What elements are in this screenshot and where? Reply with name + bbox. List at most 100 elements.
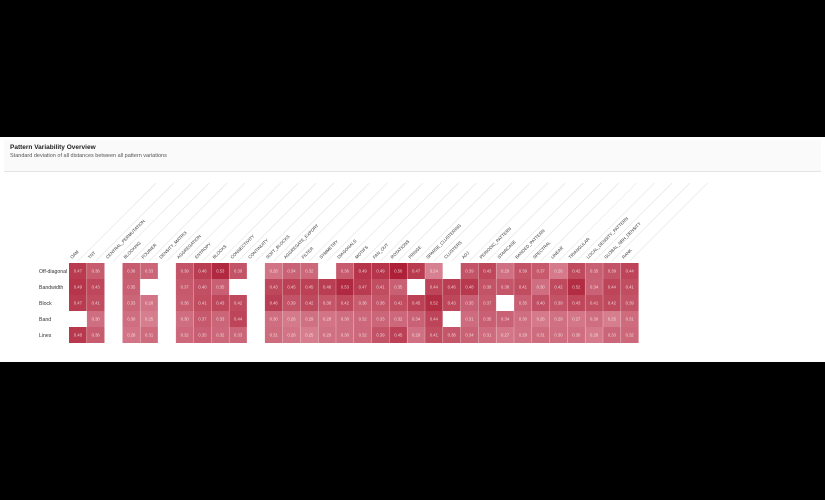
heatmap-cell xyxy=(86,295,105,311)
cell-value-label: 0.28 xyxy=(287,333,296,338)
column-label: TNT xyxy=(87,250,97,260)
column-guide-line xyxy=(611,182,691,262)
heatmap-cell xyxy=(425,311,443,327)
cell-value-label: 0.49 xyxy=(376,269,385,274)
heatmap-cell xyxy=(336,263,354,279)
column-label: ENTROPY xyxy=(194,241,212,259)
heatmap-cell xyxy=(300,279,319,295)
heatmap-cell xyxy=(371,311,390,327)
cell-value-label: 0.42 xyxy=(341,301,350,306)
cell-value-label: 0.35 xyxy=(483,317,492,322)
cell-value-label: 0.46 xyxy=(448,285,457,290)
column-guide-line xyxy=(131,182,210,262)
cell-value-label: 0.46 xyxy=(198,269,207,274)
heatmap-cell xyxy=(496,263,514,279)
heatmap-cell xyxy=(229,263,247,279)
heatmap-cell xyxy=(175,263,194,279)
cell-value-label: 0.32 xyxy=(216,333,225,338)
page-title: Pattern Variability Overview xyxy=(10,144,96,151)
heatmap-cell xyxy=(282,279,301,295)
column-guide-line xyxy=(469,182,548,262)
cell-value-label: 0.53 xyxy=(341,285,350,290)
cell-value-label: 0.33 xyxy=(608,333,617,338)
cell-value-label: 0.45 xyxy=(305,285,314,290)
heatmap-cell xyxy=(140,295,158,311)
cell-value-label: 0.29 xyxy=(519,333,528,338)
heatmap-cell xyxy=(407,295,425,311)
heatmap-cell xyxy=(300,311,319,327)
heatmap-cell xyxy=(69,263,87,279)
column-label: BLOCKS xyxy=(212,244,228,260)
heatmap-cell xyxy=(282,311,301,327)
cell-value-label: 0.35 xyxy=(127,285,136,290)
heatmap-cell xyxy=(264,295,283,311)
heatmap-cell xyxy=(229,327,247,343)
heatmap-cell xyxy=(371,263,390,279)
heatmap-cell xyxy=(229,295,247,311)
heatmap-cell xyxy=(514,311,532,327)
heatmap-cell xyxy=(211,327,230,343)
cell-value-label: 0.34 xyxy=(465,333,474,338)
cell-value-label: 0.38 xyxy=(376,301,385,306)
cell-value-label: 0.45 xyxy=(287,285,296,290)
cell-value-label: 0.49 xyxy=(359,269,368,274)
cell-value-label: 0.38 xyxy=(323,301,332,306)
cell-value-label: 0.33 xyxy=(216,317,225,322)
heatmap-cell xyxy=(282,327,301,343)
cell-value-label: 0.32 xyxy=(359,317,368,322)
heatmap-cell xyxy=(620,295,639,311)
cell-value-label: 0.31 xyxy=(270,333,279,338)
heatmap-cell xyxy=(336,311,354,327)
cell-value-label: 0.35 xyxy=(465,301,474,306)
heatmap-cell xyxy=(478,295,497,311)
column-guide-line xyxy=(95,182,174,262)
cell-value-label: 0.45 xyxy=(394,333,403,338)
cell-value-label: 0.43 xyxy=(572,301,581,306)
cell-value-label: 0.33 xyxy=(145,269,154,274)
cell-value-label: 0.39 xyxy=(626,301,635,306)
heatmap-cell xyxy=(140,327,158,343)
cell-value-label: 0.42 xyxy=(572,269,581,274)
cell-value-label: 0.40 xyxy=(198,285,207,290)
heatmap-cell xyxy=(531,263,550,279)
heatmap-cell xyxy=(603,311,621,327)
heatmap-cell xyxy=(175,279,194,295)
heatmap-cell xyxy=(318,327,336,343)
heatmap-cell xyxy=(425,279,443,295)
heatmap-cell xyxy=(371,327,390,343)
cell-value-label: 0.44 xyxy=(608,285,617,290)
column-label: PERIODIC_PATTERN xyxy=(479,226,513,260)
heatmap-cell xyxy=(86,263,105,279)
heatmap-cell xyxy=(193,295,212,311)
heatmap-cell xyxy=(567,279,586,295)
cell-value-label: 0.39 xyxy=(483,285,492,290)
cell-value-label: 0.24 xyxy=(430,269,439,274)
heatmap-cell xyxy=(460,311,479,327)
cell-value-label: 0.39 xyxy=(465,269,474,274)
cell-value-label: 0.36 xyxy=(181,301,190,306)
heatmap-cell xyxy=(264,279,283,295)
column-guide-line xyxy=(202,182,281,262)
heatmap-cell xyxy=(549,327,568,343)
cell-value-label: 0.25 xyxy=(305,333,314,338)
column-guide-line xyxy=(309,182,388,262)
heatmap: OAM TNT CENTRAL_PERMUTATIONBLOCKINGFOURIER… xyxy=(39,182,708,343)
heatmap-cell xyxy=(460,295,479,311)
heatmap-cell xyxy=(585,311,603,327)
column-guide-line xyxy=(220,182,299,262)
panel-header: Pattern Variability Overview Standard de… xyxy=(4,140,821,172)
cell-value-label: 0.47 xyxy=(412,269,421,274)
heatmap-cell xyxy=(122,263,141,279)
column-guide-line xyxy=(255,182,335,262)
heatmap-cell xyxy=(442,327,461,343)
column-guide-line xyxy=(291,182,370,262)
column-label: ADJ xyxy=(461,250,470,259)
heatmap-cell xyxy=(531,311,550,327)
cell-value-label: 0.39 xyxy=(234,269,243,274)
cell-value-label: 0.52 xyxy=(430,301,439,306)
cell-value-label: 0.35 xyxy=(519,301,528,306)
cell-value-label: 0.43 xyxy=(483,269,492,274)
cell-value-label: 0.28 xyxy=(127,333,136,338)
column-guide-line xyxy=(148,182,228,262)
heatmap-cell xyxy=(425,263,443,279)
